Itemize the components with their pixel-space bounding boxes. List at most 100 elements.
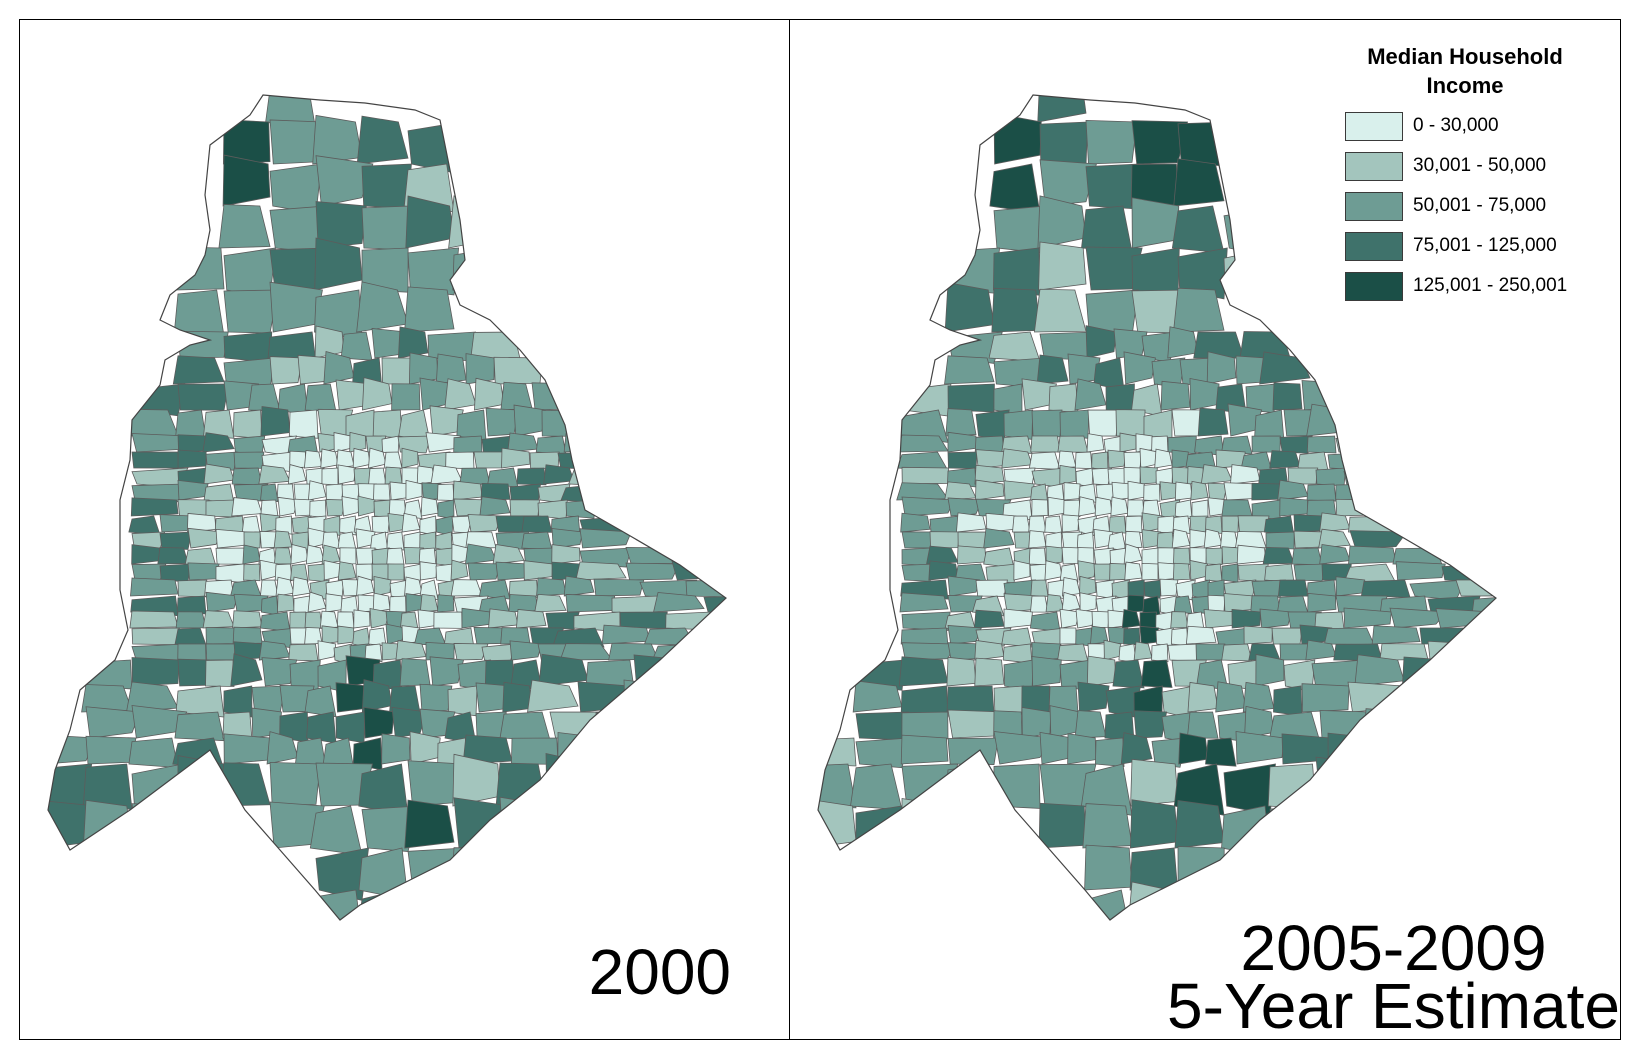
census-tract (1360, 579, 1411, 598)
census-tract (321, 625, 340, 645)
census-tract (437, 594, 455, 613)
census-tract (215, 528, 248, 549)
census-tract (470, 331, 521, 359)
legend-item: 75,001 - 125,000 (1345, 226, 1615, 266)
census-tract (855, 711, 910, 741)
census-tract (1141, 562, 1159, 581)
census-tract (1221, 563, 1239, 583)
census-tract (356, 115, 409, 165)
census-tract (1173, 547, 1191, 565)
census-tract (1044, 560, 1063, 581)
census-tract (551, 544, 581, 565)
census-tract (325, 499, 347, 517)
census-tract (1075, 608, 1096, 629)
census-tract (545, 753, 595, 807)
census-tract (292, 576, 311, 597)
census-tract (320, 448, 339, 469)
census-tract (452, 480, 483, 501)
census-tract (1037, 195, 1087, 249)
census-tract (1119, 432, 1137, 453)
census-tract (1195, 643, 1226, 661)
census-tract (218, 204, 271, 249)
census-tract (314, 237, 363, 291)
census-tract (595, 711, 644, 740)
census-tract (1395, 561, 1446, 581)
census-tract (563, 433, 613, 453)
census-tract (983, 528, 1015, 549)
census-tract (1174, 800, 1225, 849)
census-tract (1151, 737, 1187, 768)
census-tract (1259, 351, 1311, 385)
census-tract (1084, 844, 1133, 891)
census-tract (404, 576, 423, 597)
census-tract (131, 803, 189, 849)
census-tract (1129, 799, 1179, 849)
census-tract (1123, 451, 1142, 469)
census-tract (947, 497, 983, 517)
census-tract (289, 611, 307, 629)
census-tract (1315, 756, 1373, 807)
census-tract (1335, 483, 1383, 502)
census-tract (499, 711, 551, 741)
census-tract (1091, 610, 1110, 629)
census-tract (429, 656, 465, 687)
census-tract (643, 627, 697, 646)
census-tract (1223, 763, 1276, 816)
census-tract (435, 563, 454, 583)
census-tract (1156, 531, 1175, 550)
census-tract (1186, 711, 1219, 739)
census-tract (484, 659, 515, 688)
census-tract (1205, 547, 1223, 566)
census-tract (243, 531, 261, 549)
census-tract (1276, 595, 1309, 614)
census-tract (312, 889, 363, 920)
census-tract (260, 483, 279, 503)
census-tract (174, 711, 225, 742)
census-tract (1327, 451, 1379, 472)
census-tract (1131, 197, 1180, 249)
census-tract (1173, 287, 1225, 333)
census-tract (1203, 609, 1237, 629)
census-tract (1033, 288, 1087, 333)
census-tract (364, 643, 383, 663)
census-tract (557, 451, 611, 470)
census-tract (363, 706, 395, 739)
census-tract (1113, 328, 1148, 359)
census-tract (1354, 654, 1405, 687)
census-tract (361, 163, 412, 209)
census-tract (1028, 547, 1047, 566)
census-tract (1063, 499, 1081, 517)
census-tract (1002, 643, 1033, 664)
census-tract (223, 331, 273, 363)
census-tract (901, 711, 949, 740)
census-tract (1185, 625, 1217, 645)
census-tract (527, 679, 579, 713)
census-tract (1215, 681, 1247, 713)
census-tract (1151, 643, 1169, 663)
census-tract (1143, 579, 1163, 599)
census-tract (993, 731, 1053, 765)
census-tract (1127, 499, 1145, 517)
census-tract (1315, 467, 1347, 487)
census-tract (1159, 578, 1179, 597)
census-tract (1178, 732, 1209, 765)
census-tract (445, 451, 475, 470)
census-tract (535, 435, 567, 455)
census-tract (1221, 546, 1240, 565)
census-tract (901, 496, 955, 517)
census-tract (321, 467, 339, 486)
census-tract (131, 627, 180, 646)
legend-swatch (1345, 151, 1403, 181)
census-tract (177, 499, 210, 517)
census-tract (309, 499, 327, 518)
census-tract (339, 515, 357, 536)
census-tract (1157, 547, 1175, 565)
census-tract (507, 432, 539, 453)
census-tract (1124, 561, 1143, 581)
census-tract (131, 433, 188, 453)
census-tract (521, 531, 553, 551)
census-tract (1003, 409, 1034, 440)
census-tract (579, 528, 632, 549)
census-tract (1279, 497, 1309, 517)
census-tract (1077, 681, 1110, 713)
